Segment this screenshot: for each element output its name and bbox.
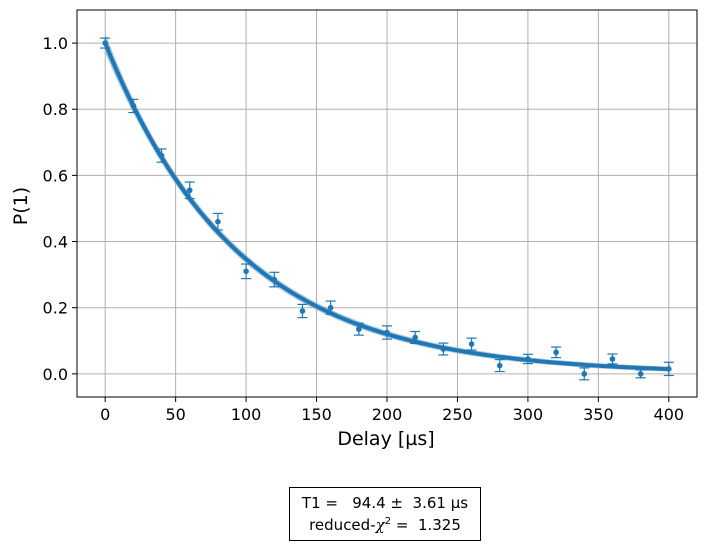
data-marker [243,268,249,275]
x-tick-label: 100 [231,405,262,424]
data-point [325,300,336,315]
grid [77,10,697,397]
y-tick-label: 0.2 [43,299,68,318]
y-tick-label: 0.4 [43,233,68,252]
data-point [438,342,449,356]
data-marker [666,366,672,372]
x-tick-label: 400 [654,405,685,424]
data-point [551,346,562,359]
chi-prefix: reduced- [309,516,376,534]
x-tick-label: 0 [100,405,110,424]
x-tick-label: 300 [513,405,544,424]
data-point [100,37,111,49]
x-axis-ticks: 0 50 100 150 200 250 300 350 400 [100,397,684,424]
data-marker [637,371,644,377]
x-tick-label: 200 [372,405,403,424]
data-point [635,369,646,379]
data-marker [299,308,306,314]
chi-symbol: χ [375,516,385,534]
reduced-chi-squared-value: = 1.325 [391,516,461,534]
data-point [382,325,392,340]
y-tick-label: 0.6 [43,166,68,185]
y-tick-label: 1.0 [43,34,68,53]
data-point [522,353,533,365]
x-tick-label: 50 [165,405,185,424]
data-marker [440,346,447,352]
t1-result: T1 = 94.4 ± 3.61 µs [301,494,469,512]
data-marker [271,276,278,283]
data-marker [356,326,362,332]
x-tick-label: 250 [442,405,473,424]
data-marker [553,349,559,356]
data-point [156,148,167,163]
data-point [128,98,139,114]
data-marker [186,187,193,194]
data-point [607,353,618,365]
y-axis-label: P(1) [10,187,32,225]
data-point [494,359,505,373]
y-tick-label: 0.0 [43,365,68,384]
data-marker [496,362,503,369]
data-point [184,181,195,200]
x-axis-label: Delay [µs] [337,428,434,450]
data-marker [384,329,390,336]
y-tick-label: 0.8 [43,100,68,119]
data-marker [581,371,588,377]
y-axis-ticks: 0.0 0.2 0.4 0.6 0.8 1.0 [43,34,77,384]
x-tick-label: 150 [301,405,332,424]
data-point [297,303,308,319]
data-marker [525,356,531,362]
data-marker [468,341,475,347]
data-point [269,271,280,288]
x-tick-label: 350 [583,405,614,424]
data-marker [102,40,108,46]
fit-result-box: T1 = 94.4 ± 3.61 µs reduced-χ2 = 1.325 [289,487,481,541]
data-points [100,37,674,381]
data-point [241,263,252,280]
chi-power: 2 [384,516,392,527]
data-marker [158,152,165,159]
data-marker [412,334,418,341]
data-point [212,212,223,231]
data-marker [327,304,334,311]
data-point [663,361,674,377]
data-marker [609,356,616,362]
data-point [410,330,421,345]
data-point [579,367,590,381]
data-marker [130,103,137,109]
data-point [466,337,477,351]
data-marker [215,218,221,225]
data-point [353,322,364,336]
